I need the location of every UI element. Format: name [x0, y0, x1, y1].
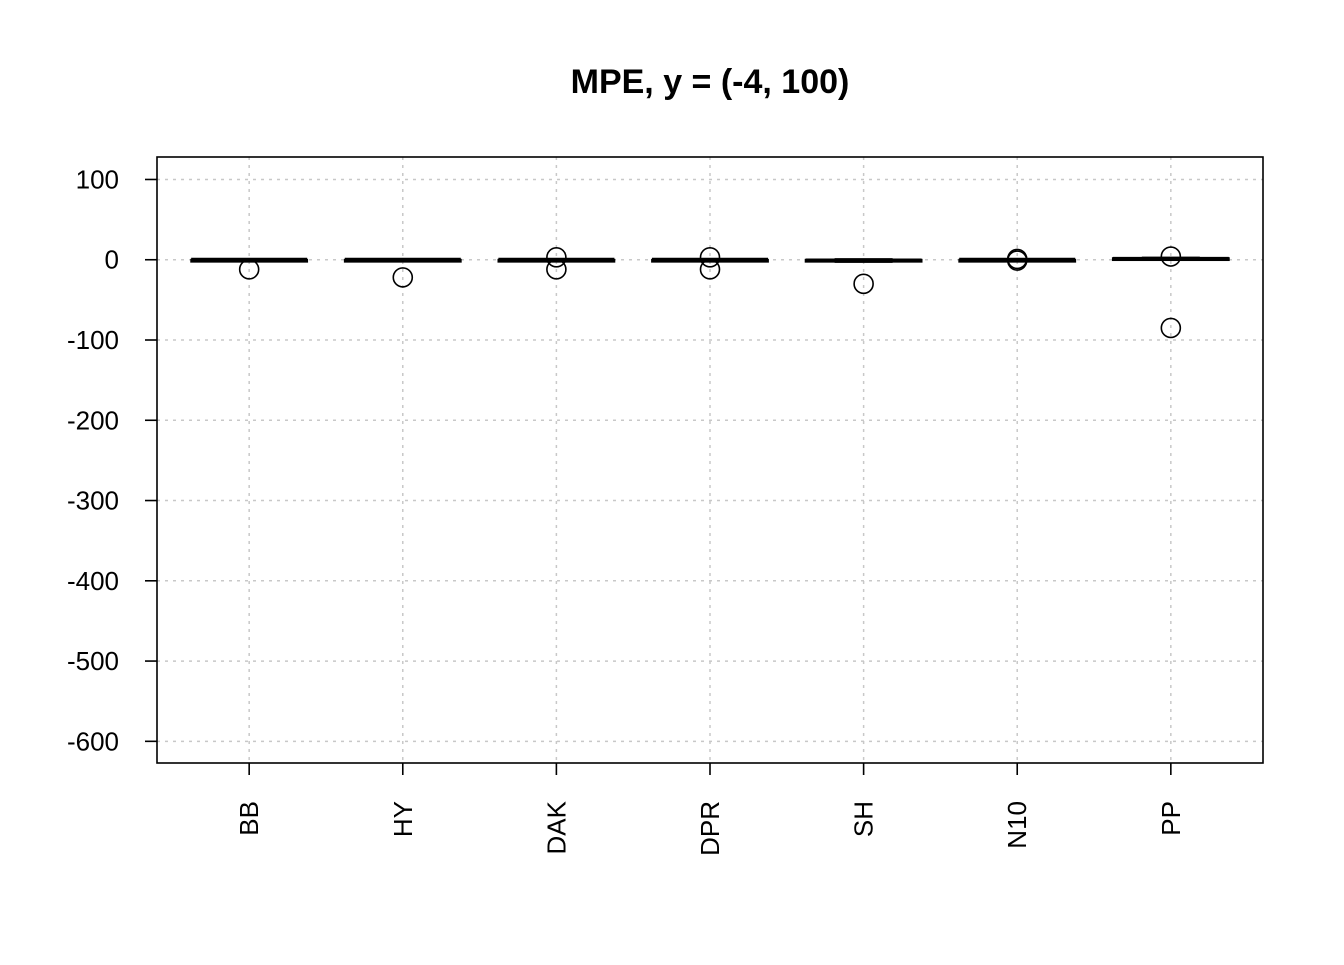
y-tick-label: -200: [67, 405, 119, 435]
y-tick-label: -400: [67, 566, 119, 596]
y-tick-label: 100: [76, 164, 119, 194]
x-tick-label: BB: [234, 801, 264, 836]
plot-frame: [156, 156, 1264, 764]
box-pp: [1111, 256, 1230, 262]
y-tick-label: -300: [67, 486, 119, 516]
outlier-point: [392, 267, 414, 288]
outlier-point: [699, 247, 721, 268]
outlier-point: [853, 273, 874, 295]
outlier-point: [1160, 317, 1182, 339]
x-axis: BB HY DAK DPR SH N10 PP: [234, 763, 1186, 856]
x-tick-label: HY: [388, 801, 418, 837]
box-sh: [804, 258, 923, 263]
y-tick-label: -600: [67, 726, 119, 756]
x-tick-label: SH: [849, 801, 879, 837]
outlier-point: [1006, 250, 1028, 271]
x-tick-label: DPR: [695, 801, 725, 856]
outlier-point: [1160, 246, 1182, 267]
x-tick-label: PP: [1156, 801, 1186, 836]
box-hy: [343, 257, 462, 263]
box-n10: [958, 257, 1077, 263]
chart-title: MPE, y = (-4, 100): [571, 63, 850, 101]
y-tick-label: 0: [105, 245, 119, 275]
outlier-points: [238, 246, 1182, 339]
grid-lines: [157, 157, 1263, 763]
x-tick-label: N10: [1002, 801, 1032, 849]
outlier-point: [238, 259, 260, 280]
y-tick-label: -500: [67, 646, 119, 676]
outlier-point: [699, 259, 721, 280]
y-tick-label: -100: [67, 325, 119, 355]
outlier-point: [546, 247, 567, 268]
outlier-point: [546, 259, 567, 280]
y-axis: 100 0 -100 -200 -300 -400 -500 -600: [67, 164, 157, 756]
x-tick-label: DAK: [541, 800, 571, 854]
